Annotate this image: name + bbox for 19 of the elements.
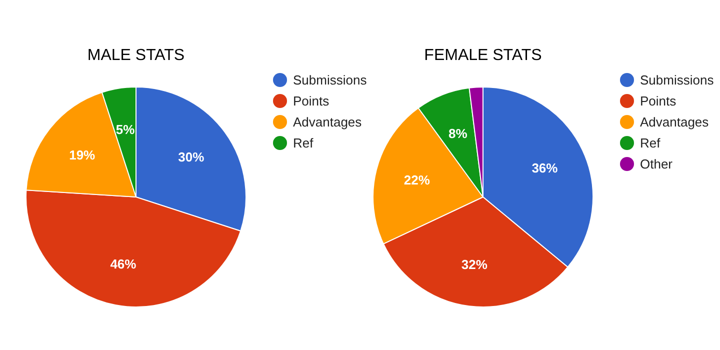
data-label: 22% xyxy=(404,172,430,188)
legend-label: Points xyxy=(640,94,677,109)
chart-title: MALE STATS xyxy=(87,47,185,64)
data-label: 5% xyxy=(116,122,136,138)
legend-label: Submissions xyxy=(293,72,368,88)
chart-title: FEMALE STATS xyxy=(424,47,542,64)
legend-label: Other xyxy=(640,156,674,172)
data-label: 36% xyxy=(532,160,558,176)
data-label: 30% xyxy=(178,149,205,164)
data-label: 8% xyxy=(448,126,468,142)
legend-label: Ref xyxy=(640,136,661,151)
data-label: 19% xyxy=(69,148,96,163)
legend-label: Submissions xyxy=(640,72,714,88)
legend-label: Ref xyxy=(293,136,314,151)
data-label: 46% xyxy=(110,256,137,272)
legend-label: Advantages xyxy=(293,114,362,130)
legend-label: Points xyxy=(293,94,330,109)
legend-label: Advantages xyxy=(640,114,710,130)
data-label: 32% xyxy=(461,257,488,272)
